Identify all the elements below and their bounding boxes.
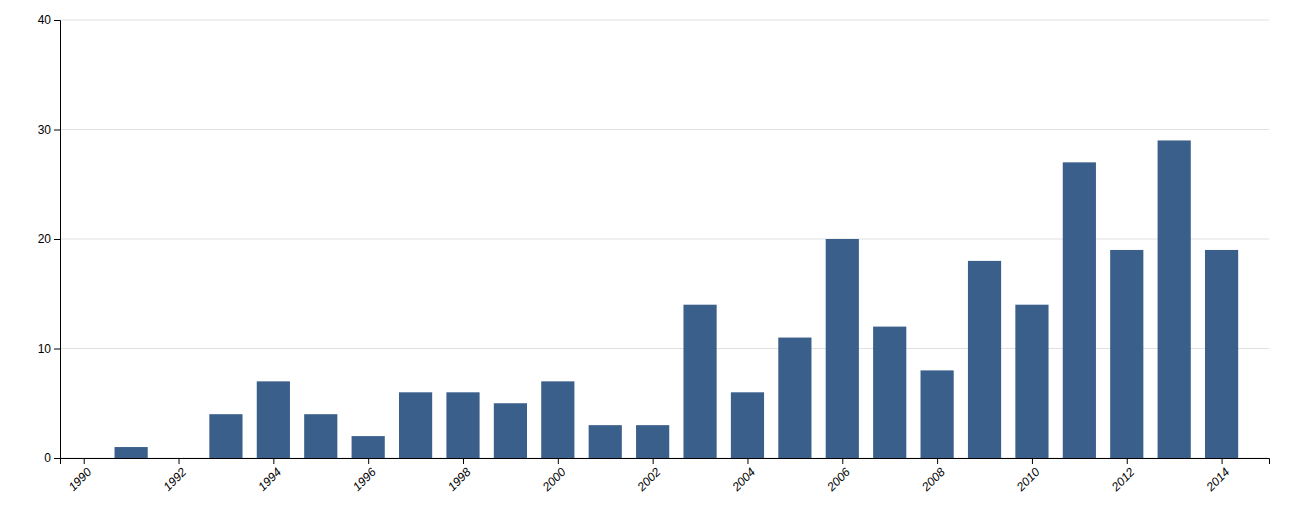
- y-tick-mark: [54, 20, 60, 21]
- bar: [1063, 162, 1096, 458]
- y-tick: 20: [38, 232, 60, 246]
- y-tick-mark: [54, 130, 60, 131]
- bar: [115, 447, 148, 458]
- x-tick-mark: [747, 458, 748, 464]
- x-tick-label: 2004: [729, 465, 759, 495]
- x-tick-mark: [558, 458, 559, 464]
- y-tick: 0: [44, 451, 60, 465]
- x-tick-mark: [463, 458, 464, 464]
- x-tick: 1990: [66, 458, 95, 494]
- x-tick-mark: [273, 458, 274, 464]
- bar: [494, 403, 527, 458]
- y-tick-label: 20: [38, 232, 52, 246]
- x-tick-label: 2006: [823, 465, 853, 495]
- bar: [1158, 140, 1191, 458]
- bar: [1015, 305, 1048, 458]
- x-tick-mark: [937, 458, 938, 464]
- x-tick-label: 2000: [539, 465, 569, 495]
- y-axis-line: [54, 21, 61, 459]
- x-tick-label: 1996: [350, 465, 379, 494]
- grid-line: [60, 129, 1269, 130]
- bar: [541, 381, 574, 458]
- x-tick-mark: [653, 458, 654, 464]
- x-tick: 2008: [918, 458, 948, 495]
- bar: [683, 305, 716, 458]
- x-tick: 2012: [1108, 458, 1138, 495]
- x-tick: 1998: [445, 458, 474, 494]
- bar: [162, 458, 195, 459]
- x-tick-label: 2008: [918, 465, 948, 495]
- x-tick-mark: [842, 458, 843, 464]
- x-tick-mark: [1127, 458, 1128, 464]
- x-tick-label: 1990: [66, 465, 95, 494]
- x-tick: 1992: [160, 458, 189, 494]
- bar: [399, 392, 432, 458]
- x-axis-line: [61, 459, 1270, 465]
- x-tick: 2004: [729, 458, 759, 495]
- bars: [115, 140, 1239, 458]
- y-tick: 40: [38, 13, 60, 27]
- x-tick: 1996: [350, 458, 379, 494]
- x-tick-label: 1992: [160, 465, 189, 494]
- x-tick-mark: [179, 458, 180, 464]
- x-tick-mark: [368, 458, 369, 464]
- x-tick-mark: [1032, 458, 1033, 464]
- x-tick: 2002: [634, 458, 664, 495]
- y-tick: 10: [38, 342, 60, 356]
- y-tick: 30: [38, 123, 60, 137]
- x-tick: 2006: [823, 458, 853, 495]
- bar: [778, 338, 811, 458]
- x-tick-label: 2014: [1203, 465, 1233, 495]
- y-tick-label: 10: [38, 342, 52, 356]
- x-tick: 1994: [255, 458, 284, 494]
- y-tick-label: 0: [44, 451, 51, 465]
- x-tick-mark: [84, 458, 85, 464]
- bar: [446, 392, 479, 458]
- x-axis: 1990 1992 1994 1996 1998 2000 2002 2004 2006 2008…: [61, 458, 1270, 495]
- bar: [1110, 250, 1143, 458]
- bar: [352, 436, 385, 458]
- bar: [589, 425, 622, 458]
- x-tick-label: 2010: [1013, 465, 1043, 495]
- bar: [731, 392, 764, 458]
- y-axis: 0 10 20 30 40: [38, 13, 61, 465]
- bar: [921, 370, 954, 458]
- x-tick: 2014: [1203, 458, 1233, 495]
- y-tick-label: 30: [38, 123, 52, 137]
- x-tick-label: 1994: [255, 465, 284, 494]
- y-tick-mark: [54, 458, 60, 459]
- bar: [257, 381, 290, 458]
- grid: [60, 20, 1269, 458]
- bar: [304, 414, 337, 458]
- bar: [1205, 250, 1238, 458]
- bar: [209, 414, 242, 458]
- x-tick-mark: [1222, 458, 1223, 464]
- x-tick: 2000: [539, 458, 569, 495]
- bar: [968, 261, 1001, 458]
- x-tick-label: 2002: [634, 465, 664, 495]
- x-tick-label: 2012: [1108, 465, 1138, 495]
- plot-area: 1990 1992 1994 1996 1998 2000 2002 2004 2006 2008…: [38, 13, 1270, 494]
- y-tick-mark: [54, 349, 60, 350]
- x-tick-label: 1998: [445, 465, 474, 494]
- bar: [873, 327, 906, 458]
- grid-line: [60, 20, 1269, 21]
- bar: [636, 425, 669, 458]
- bar: [826, 239, 859, 458]
- x-tick: 2010: [1013, 458, 1043, 495]
- y-tick-mark: [54, 239, 60, 240]
- chart-svg: 1990 1992 1994 1996 1998 2000 2002 2004 2006 2008…: [0, 0, 1299, 528]
- y-tick-label: 40: [38, 13, 52, 27]
